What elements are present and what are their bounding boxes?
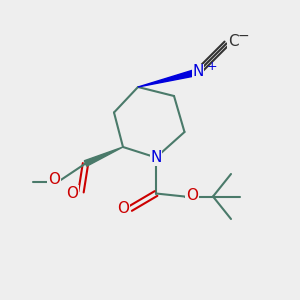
Text: −: − [237, 29, 249, 43]
Text: N: N [150, 150, 162, 165]
Polygon shape [138, 69, 199, 87]
Text: O: O [117, 201, 129, 216]
Text: N: N [192, 64, 204, 80]
Text: C: C [228, 34, 238, 50]
Text: O: O [186, 188, 198, 202]
Polygon shape [84, 147, 123, 166]
Text: O: O [66, 186, 78, 201]
Text: O: O [48, 172, 60, 188]
Text: +: + [206, 60, 217, 73]
